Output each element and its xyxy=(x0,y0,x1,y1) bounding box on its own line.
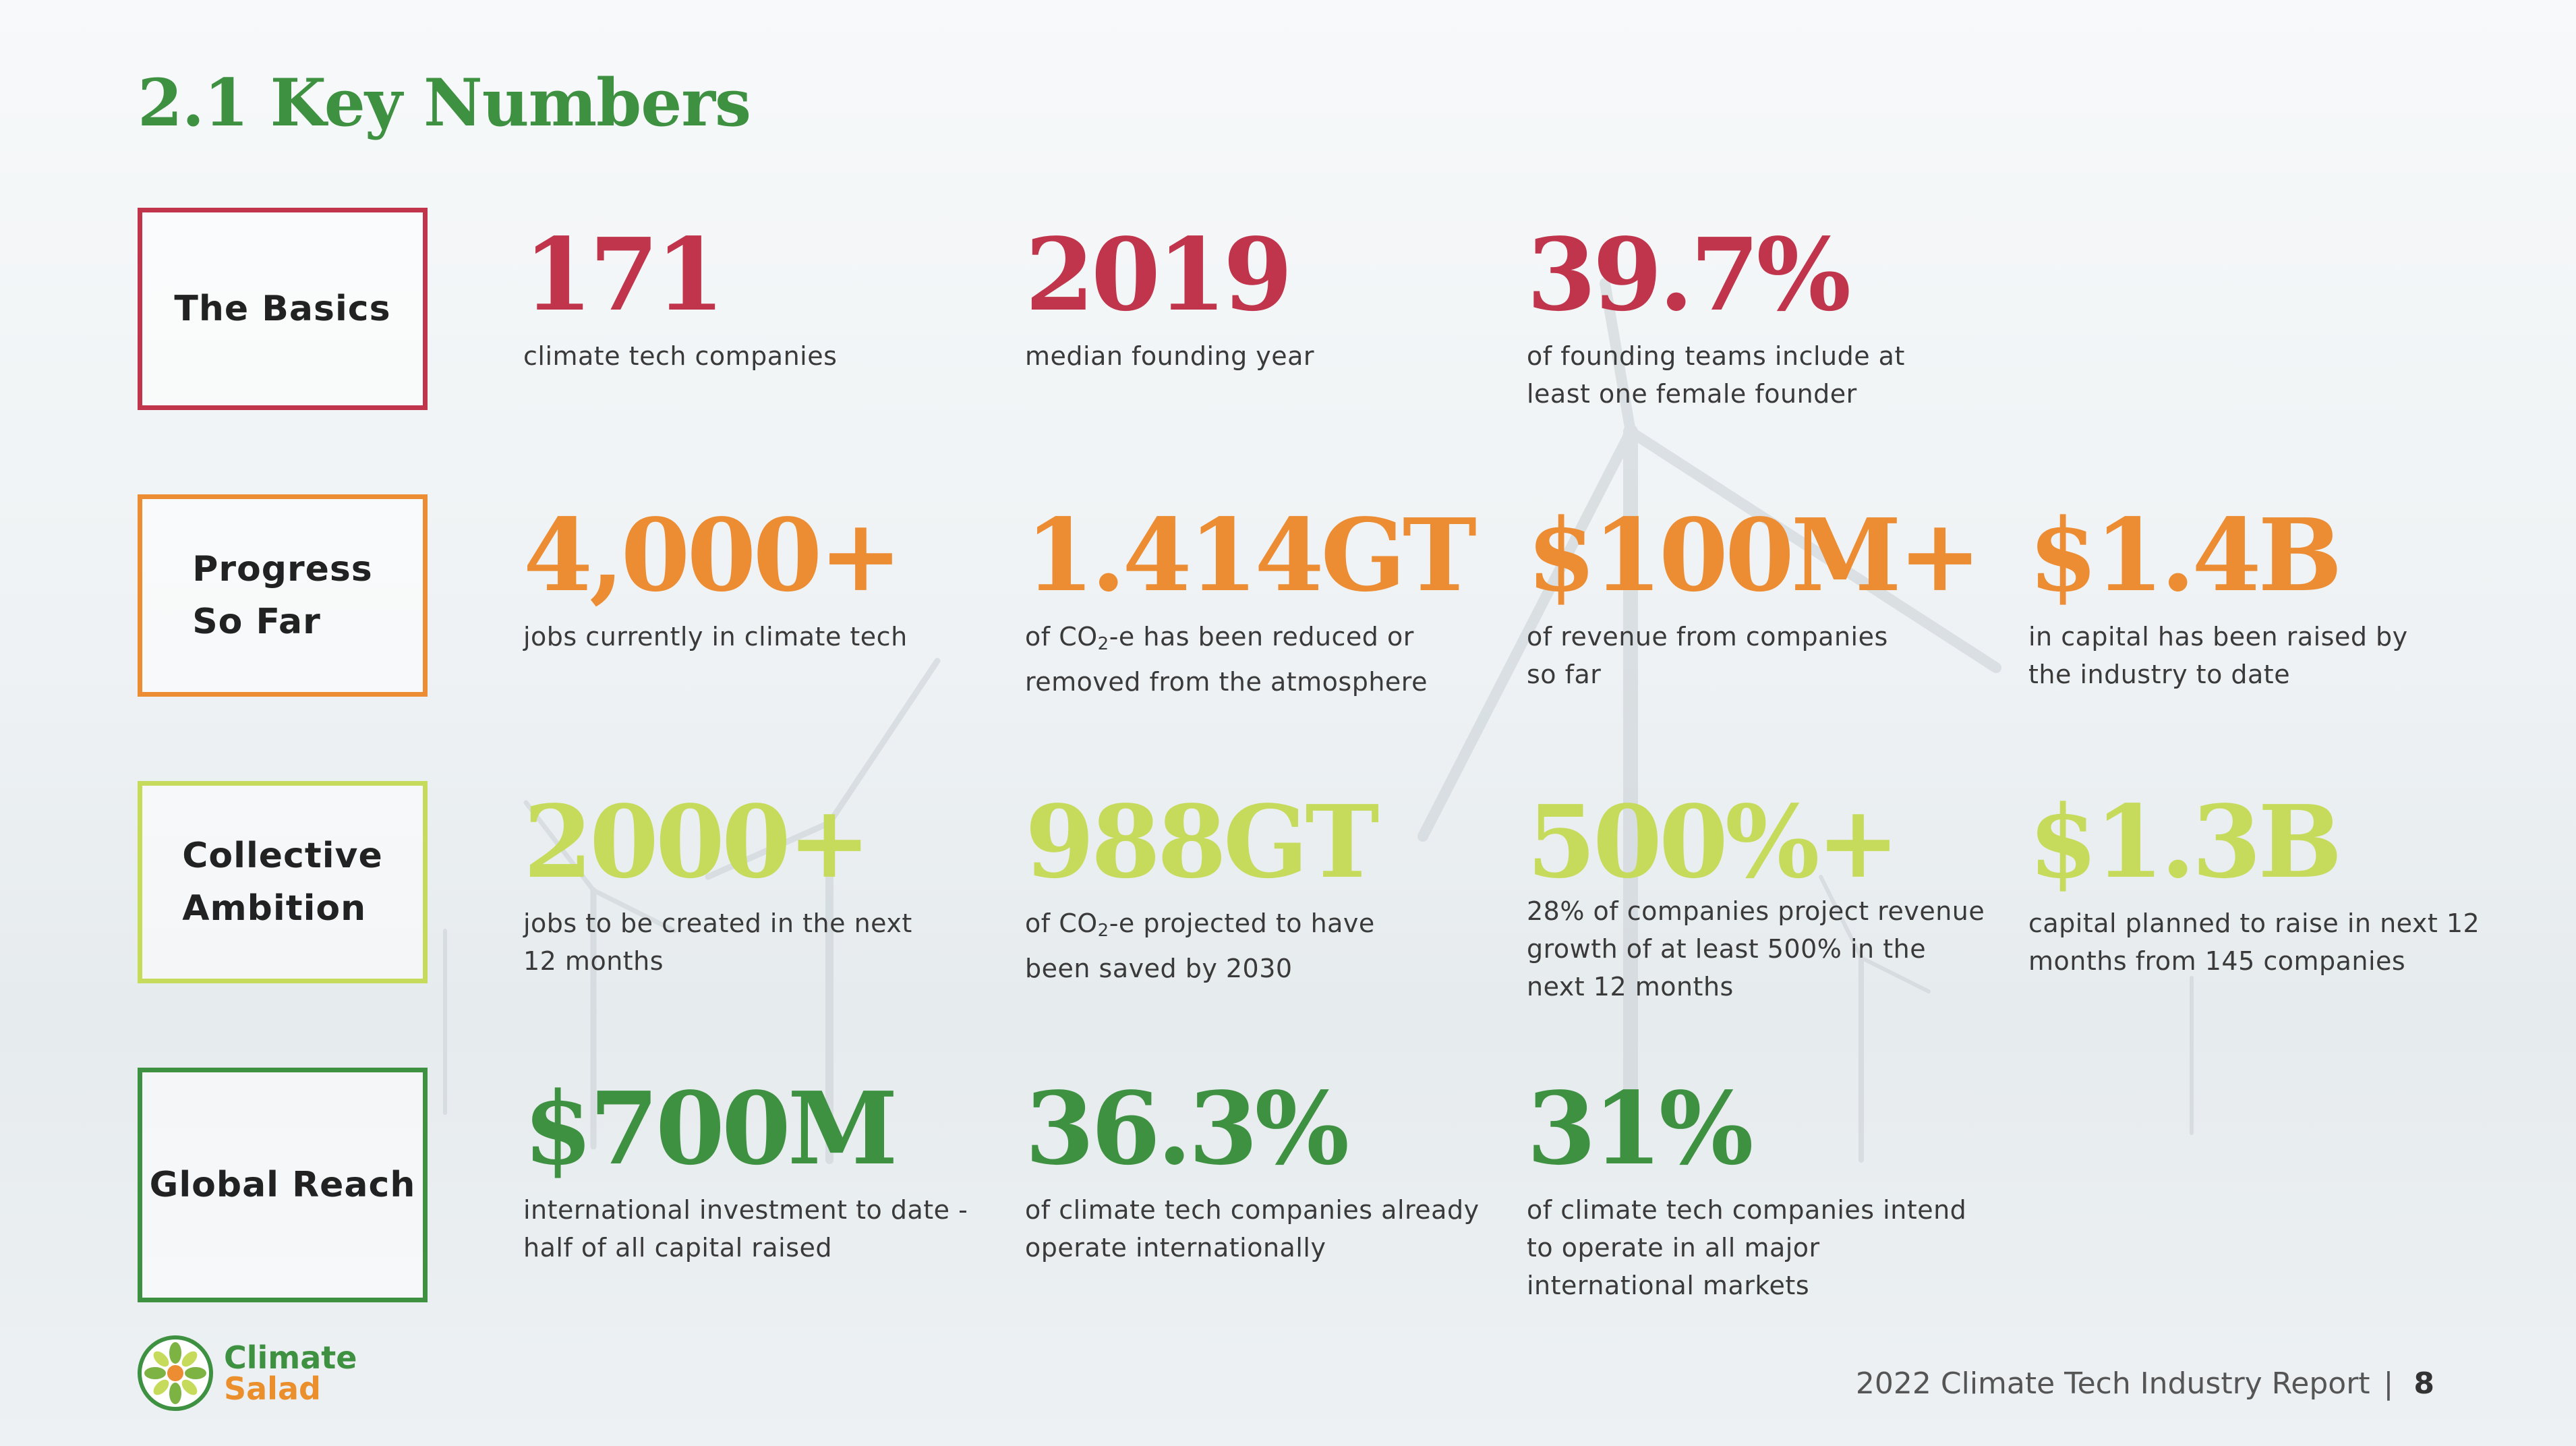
stat-description: jobs currently in climate tech xyxy=(523,622,908,652)
stat-co2-reduced: 1.414GT of CO2-e has been reduced or rem… xyxy=(1025,504,1484,701)
stat-founding-year: 2019 median founding year xyxy=(1025,224,1484,375)
stat-value: 500%+ xyxy=(1527,783,1900,900)
stat-revenue: $100M+ of revenue from companies so far xyxy=(1527,504,1985,693)
stat-value: 171 xyxy=(523,216,725,333)
stat-value: 39.7% xyxy=(1527,216,1851,333)
category-box-progress-so-far: Progress So Far xyxy=(138,494,428,697)
stat-intend-international: 31% of climate tech companies intend to … xyxy=(1527,1078,1985,1304)
stat-description: in capital has been raised by the indust… xyxy=(2028,622,2408,689)
stat-description: of revenue from companies so far xyxy=(1527,622,1888,689)
logo-line-2: Salad xyxy=(224,1370,321,1407)
stat-description: of founding teams include at least one f… xyxy=(1527,341,1905,409)
stat-current-jobs: 4,000+ jobs currently in climate tech xyxy=(523,504,982,656)
stat-description: climate tech companies xyxy=(523,341,838,371)
stat-description: of climate tech companies intend to oper… xyxy=(1527,1195,1967,1300)
climate-salad-logo: Climate Salad xyxy=(136,1334,357,1412)
stat-value: 2019 xyxy=(1025,216,1293,333)
stat-operate-internationally: 36.3% of climate tech companies already … xyxy=(1025,1078,1484,1267)
category-box-global-reach: Global Reach xyxy=(138,1068,428,1302)
stat-value: 1.414GT xyxy=(1025,496,1477,614)
logo-line-1: Climate xyxy=(224,1339,357,1376)
stat-co2-projected: 988GT of CO2-e projected to have been sa… xyxy=(1025,791,1484,987)
stat-description: international investment to date - half … xyxy=(523,1195,968,1263)
category-label: The Basics xyxy=(174,289,391,329)
stat-description: of CO2-e projected to have been saved by… xyxy=(1025,908,1375,983)
stat-value: 36.3% xyxy=(1025,1070,1349,1187)
stat-value: $1.4B xyxy=(2028,496,2343,614)
logo-wordmark: Climate Salad xyxy=(224,1342,357,1404)
stat-revenue-growth: 500%+ 28% of companies project revenue g… xyxy=(1527,791,1985,1006)
category-label: Progress So Far xyxy=(192,549,373,642)
category-box-the-basics: The Basics xyxy=(138,208,428,410)
footer-separator: | xyxy=(2383,1366,2394,1401)
stat-capital-raised: $1.4B in capital has been raised by the … xyxy=(2028,504,2487,693)
page-number: 8 xyxy=(2413,1366,2434,1401)
stat-description: of climate tech companies already operat… xyxy=(1025,1195,1480,1263)
page-title: 2.1 Key Numbers xyxy=(138,65,751,141)
category-box-collective-ambition: Collective Ambition xyxy=(138,781,428,983)
stat-value: 2000+ xyxy=(523,783,871,900)
stat-value: 988GT xyxy=(1025,783,1379,900)
stat-value: $1.3B xyxy=(2028,783,2343,900)
climate-salad-logo-icon xyxy=(138,1335,213,1411)
category-label: Global Reach xyxy=(149,1165,416,1205)
stat-value: 4,000+ xyxy=(523,496,902,614)
footer: 2022 Climate Tech Industry Report | 8 xyxy=(1856,1366,2434,1401)
report-title: 2022 Climate Tech Industry Report xyxy=(1855,1366,2370,1401)
category-label: Collective Ambition xyxy=(182,836,383,929)
stat-description: of CO2-e has been reduced or removed fro… xyxy=(1025,622,1428,697)
stat-future-jobs: 2000+ jobs to be created in the next 12 … xyxy=(523,791,982,980)
stat-companies: 171 climate tech companies xyxy=(523,224,982,375)
stat-international-investment: $700M international investment to date -… xyxy=(523,1078,982,1267)
stat-description: capital planned to raise in next 12 mont… xyxy=(2028,908,2480,976)
stat-description: median founding year xyxy=(1025,341,1315,371)
stat-capital-planned: $1.3B capital planned to raise in next 1… xyxy=(2028,791,2487,980)
stat-female-founders: 39.7% of founding teams include at least… xyxy=(1527,224,1985,413)
stat-description: 28% of companies project revenue growth … xyxy=(1527,896,1985,1002)
stat-value: $100M+ xyxy=(1527,496,1982,614)
stat-value: 31% xyxy=(1527,1070,1754,1187)
stat-value: $700M xyxy=(523,1070,898,1187)
stat-description: jobs to be created in the next 12 months xyxy=(523,908,912,976)
